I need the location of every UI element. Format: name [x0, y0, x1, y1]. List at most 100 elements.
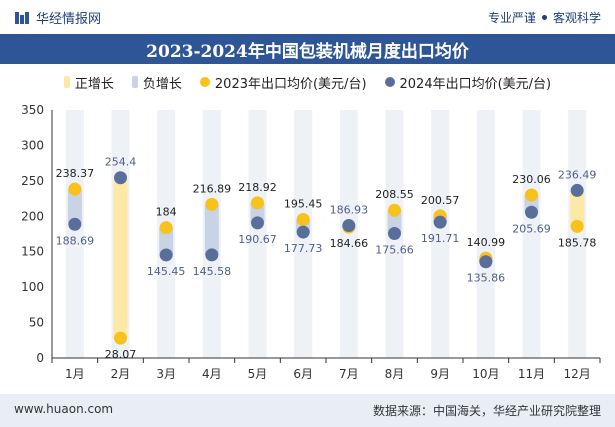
data-label-2023: 208.55	[375, 188, 414, 201]
point-2023	[570, 219, 584, 233]
data-label-2023: 216.89	[193, 182, 232, 195]
data-label-2023: 195.45	[284, 198, 323, 211]
brand-name: 华经情报网	[36, 12, 102, 27]
data-label-2024: 145.45	[147, 265, 186, 278]
x-tick-label: 9月	[430, 367, 450, 381]
data-label-2023: 230.06	[512, 173, 551, 186]
negative-growth-bar	[67, 189, 82, 225]
chart-title: 2023-2024年中国包装机械月度出口均价	[146, 41, 469, 62]
negative-growth-bar	[159, 227, 174, 255]
legend-item-negative[interactable]: 负增长	[131, 73, 182, 92]
point-2024	[342, 219, 356, 233]
category-column	[476, 110, 495, 358]
x-tick-label: 6月	[293, 367, 313, 381]
y-tick-label: 0	[36, 351, 44, 365]
footer: www.huaon.com 数据来源：中国海关，华经产业研究院整理	[0, 394, 615, 427]
point-2023	[251, 196, 264, 210]
top-bar: 华经情报网 专业严谨 客观科学	[0, 0, 615, 34]
tagline-1: 专业严谨	[487, 11, 536, 25]
legend: 正增长 负增长 2023年出口均价(美元/台) 2024年出口均价(美元/台)	[0, 70, 615, 94]
tagline: 专业严谨 客观科学	[488, 9, 601, 26]
point-2023	[388, 203, 401, 217]
category-column	[431, 110, 450, 358]
category-column	[248, 110, 267, 358]
x-tick-label: 11月	[518, 367, 545, 381]
point-2024	[159, 248, 173, 262]
data-label-2024: 175.66	[375, 244, 414, 257]
category-column	[568, 110, 587, 358]
category-column	[65, 110, 84, 358]
data-label-2023: 238.37	[56, 167, 95, 180]
legend-label-positive: 正增长	[74, 76, 114, 92]
data-label-2023: 28.07	[105, 348, 137, 361]
data-label-2024: 254.4	[105, 156, 137, 169]
footer-source: 数据来源：中国海关，华经产业研究院整理	[372, 404, 601, 418]
x-tick-label: 8月	[385, 367, 405, 381]
data-label-2023: 184	[156, 206, 177, 219]
y-tick-label: 200	[21, 209, 44, 223]
point-2024	[251, 216, 264, 230]
dot-separator-icon	[541, 15, 547, 20]
y-tick-label: 50	[29, 316, 44, 330]
point-2024	[525, 205, 538, 219]
point-2023	[68, 182, 82, 196]
point-2024	[433, 215, 447, 229]
legend-label-2023: 2023年出口均价(美元/台)	[214, 76, 367, 92]
data-label-2024: 190.67	[238, 233, 277, 246]
x-tick-label: 4月	[202, 367, 222, 381]
data-label-2023: 140.99	[467, 236, 506, 249]
negative-bar-swatch-icon	[131, 76, 138, 88]
legend-label-negative: 负增长	[142, 76, 182, 92]
data-label-2024: 135.86	[467, 272, 506, 285]
x-tick-label: 2月	[111, 367, 131, 381]
y-tick-label: 100	[21, 280, 44, 294]
point-2024	[388, 227, 401, 241]
point-2023	[296, 213, 310, 227]
data-label-2024: 186.93	[330, 204, 369, 217]
data-label-2023: 218.92	[238, 181, 277, 194]
brand-logo-icon	[15, 11, 29, 24]
chart-plot: 0 50 100 150 200 250 300 350 1月 2月 3月 4月 5月 6月 7月 8月 9月 1…	[21, 103, 601, 381]
point-2023	[205, 197, 219, 211]
negative-growth-bar	[387, 210, 402, 234]
legend-item-positive[interactable]: 正增长	[63, 73, 114, 92]
y-tick-label: 150	[21, 245, 44, 259]
legend-item-2024[interactable]: 2024年出口均价(美元/台)	[384, 73, 552, 92]
data-label-2024: 191.71	[421, 232, 460, 245]
data-label-2023: 200.57	[421, 194, 460, 207]
data-label-2024: 177.73	[284, 242, 323, 255]
category-column	[522, 110, 541, 358]
x-tick-label: 3月	[156, 367, 176, 381]
y-tick-label: 250	[21, 174, 44, 188]
legend-label-2024: 2024年出口均价(美元/台)	[399, 76, 552, 92]
x-tick-label: 1月	[65, 367, 85, 381]
data-label-2024: 205.69	[512, 222, 551, 235]
dot-2024-swatch-icon	[384, 77, 395, 87]
negative-growth-bar	[204, 204, 219, 255]
dot-2023-swatch-icon	[199, 77, 210, 87]
data-label-2023: 185.78	[558, 236, 597, 249]
positive-bar-swatch-icon	[63, 76, 70, 88]
data-label-2023: 184.66	[330, 237, 369, 250]
data-label-2024: 145.58	[193, 265, 232, 278]
point-2023	[159, 221, 173, 235]
footer-website[interactable]: www.huaon.com	[14, 402, 114, 416]
point-2024	[570, 183, 584, 197]
title-bar: 2023-2024年中国包装机械月度出口均价	[0, 34, 615, 64]
data-label-2024: 236.49	[558, 168, 597, 181]
x-tick-label: 7月	[339, 367, 359, 381]
positive-growth-bar	[113, 177, 128, 339]
point-2024	[479, 255, 493, 269]
category-column	[339, 110, 358, 358]
legend-item-2023[interactable]: 2023年出口均价(美元/台)	[199, 73, 367, 92]
data-label-2024: 188.69	[56, 234, 95, 247]
tagline-2: 客观科学	[552, 11, 601, 25]
brand[interactable]: 华经情报网	[14, 8, 101, 27]
x-tick-label: 10月	[472, 367, 499, 381]
x-tick-label: 5月	[248, 367, 268, 381]
point-2023	[525, 188, 538, 202]
positive-growth-bar	[570, 190, 585, 227]
point-2023	[114, 331, 127, 345]
point-2024	[114, 171, 127, 185]
point-2024	[68, 217, 82, 231]
